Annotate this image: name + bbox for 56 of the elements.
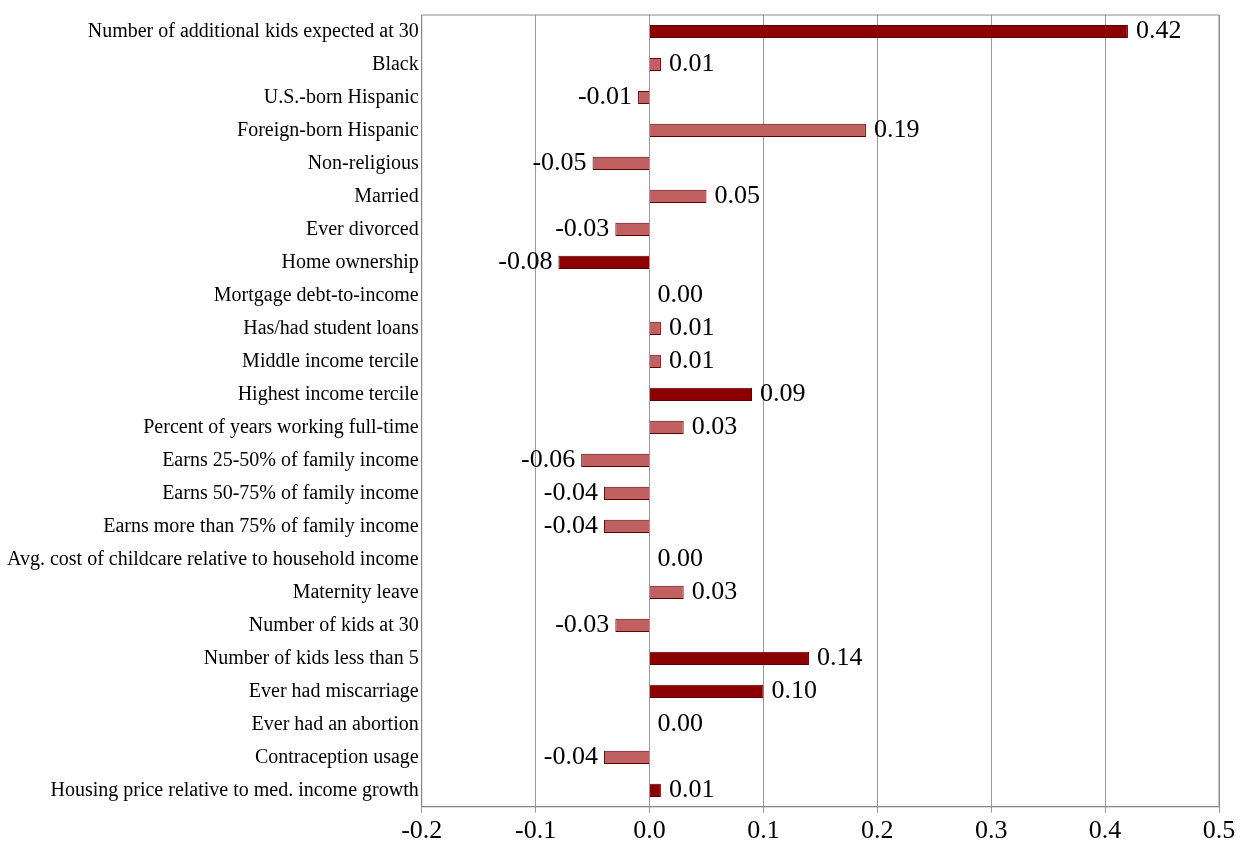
y-tick-label: Housing price relative to med. income growth (50, 777, 419, 801)
y-tick-label: Percent of years working full-time (143, 414, 419, 438)
y-tick-label: Mortgage debt-to-income (213, 282, 419, 306)
x-tick-label: 0.3 (974, 815, 1008, 845)
x-tick-label: 0.4 (1088, 815, 1122, 845)
y-tick-label: Earns 50-75% of family income (162, 480, 419, 504)
y-tick-label: Earns 25-50% of family income (162, 447, 419, 471)
x-tick-label: -0.1 (515, 815, 557, 845)
y-tick-label: Non-religious (307, 150, 419, 174)
y-tick-label: Married (354, 183, 419, 206)
x-tick-label: 0.2 (861, 815, 894, 845)
y-tick-label: Highest income tercile (237, 381, 419, 405)
data-label: -0.04 (543, 741, 598, 771)
data-label: 0.42 (1135, 15, 1182, 45)
y-tick-label: Middle income tercile (242, 348, 419, 371)
data-label: 0.01 (668, 312, 715, 342)
data-label: 0.03 (691, 411, 738, 441)
y-tick-label: Home ownership (281, 249, 419, 273)
y-tick-label: Has/had student loans (243, 315, 419, 338)
data-label: -0.06 (521, 444, 576, 474)
data-label: 0.01 (668, 774, 715, 804)
data-label: 0.01 (668, 345, 715, 375)
data-label: -0.05 (532, 147, 587, 177)
data-label: -0.03 (555, 609, 610, 639)
y-tick-label: Ever had an abortion (251, 711, 419, 734)
data-label: 0.03 (691, 576, 738, 606)
data-label: 0.10 (771, 675, 817, 705)
data-label: 0.09 (760, 378, 806, 408)
data-label: 0.00 (657, 708, 704, 738)
y-tick-label: Contraception usage (254, 744, 419, 768)
data-label: 0.01 (668, 48, 715, 78)
x-tick-label: 0.0 (633, 815, 666, 845)
y-tick-label: Number of kids less than 5 (203, 645, 419, 668)
data-label: 0.05 (714, 180, 760, 210)
y-tick-label: Earns more than 75% of family income (103, 513, 419, 537)
y-tick-label: U.S.-born Hispanic (263, 84, 419, 108)
data-label: -0.03 (555, 213, 610, 243)
data-label: -0.08 (498, 246, 553, 276)
y-tick-label: Ever had miscarriage (248, 678, 419, 702)
y-tick-label: Avg. cost of childcare relative to household income (7, 546, 419, 570)
data-label: -0.01 (577, 81, 633, 111)
data-label: 0.00 (657, 543, 704, 573)
y-tick-label: Number of kids at 30 (248, 612, 419, 635)
data-label: 0.00 (657, 279, 704, 309)
y-tick-label: Foreign-born Hispanic (237, 117, 419, 141)
y-tick-label: Ever divorced (305, 216, 419, 239)
y-tick-label: Black (372, 51, 419, 74)
x-tick-label: -0.2 (401, 815, 443, 845)
data-label: -0.04 (543, 477, 598, 507)
x-tick-label: 0.1 (747, 815, 780, 845)
x-tick-label: 0.5 (1202, 815, 1236, 845)
data-label: 0.14 (816, 642, 863, 672)
data-label: -0.04 (543, 510, 598, 540)
y-tick-label: Maternity leave (292, 579, 419, 603)
data-label: 0.19 (873, 114, 920, 144)
y-tick-label: Number of additional kids expected at 30 (87, 18, 419, 42)
